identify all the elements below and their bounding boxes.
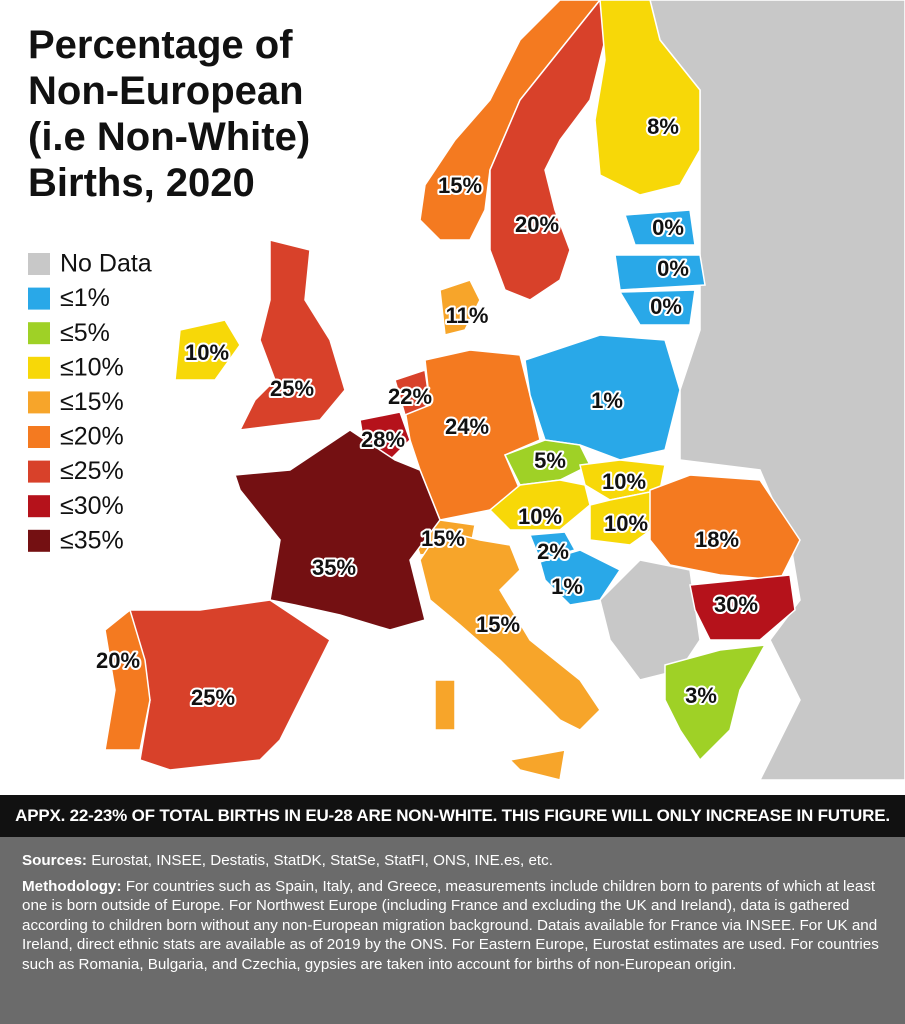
methodology: Methodology: For countries such as Spain… xyxy=(22,877,883,975)
map-label: 18% xyxy=(695,527,739,552)
map-label: 20% xyxy=(96,648,140,673)
title-line: Non-European xyxy=(28,69,304,113)
map-label: 10% xyxy=(185,340,229,365)
legend-label: ≤10% xyxy=(60,353,124,381)
country xyxy=(238,239,346,431)
legend-swatch xyxy=(28,529,50,552)
map-label: 25% xyxy=(191,685,235,710)
title: Percentage of Non-European (i.e Non-Whit… xyxy=(28,23,310,205)
map-label: 30% xyxy=(714,592,758,617)
country xyxy=(618,289,696,326)
legend-label: ≤25% xyxy=(60,457,124,485)
legend-swatch xyxy=(28,426,50,448)
map: Percentage of Non-European (i.e Non-Whit… xyxy=(28,0,905,781)
legend-swatch xyxy=(28,391,50,414)
country xyxy=(539,549,622,606)
title-line: Percentage of xyxy=(28,23,293,67)
country xyxy=(174,319,241,381)
countries xyxy=(104,0,801,781)
map-label: 28% xyxy=(361,427,405,452)
map-label: 2% xyxy=(537,539,569,564)
country xyxy=(689,574,796,641)
country xyxy=(508,749,566,781)
legend-label: ≤5% xyxy=(60,319,110,347)
map-label: 8% xyxy=(647,114,679,139)
map-label: 10% xyxy=(602,469,646,494)
map-label: 15% xyxy=(438,173,482,198)
legend-label: ≤15% xyxy=(60,388,124,416)
map-label: 22% xyxy=(388,384,432,409)
country xyxy=(623,209,696,246)
map-label: 0% xyxy=(650,294,682,319)
legend-label: No Data xyxy=(60,250,152,278)
legend-swatch xyxy=(28,253,50,275)
methodology-label: Methodology: xyxy=(22,877,122,895)
legend-label: ≤20% xyxy=(60,423,124,451)
sources-label: Sources: xyxy=(22,852,87,869)
map-label: 1% xyxy=(591,388,623,413)
map-label: 10% xyxy=(518,504,562,529)
methodology-text: For countries such as Spain, Italy, and … xyxy=(22,877,879,973)
sources-text: Eurostat, INSEE, Destatis, StatDK, StatS… xyxy=(91,852,553,869)
country xyxy=(394,369,431,417)
map-label: 35% xyxy=(312,555,356,580)
map-labels: 8% 15% 20% 0% 0% 0% 11% 10% 25% 22% 28% … xyxy=(94,112,760,712)
country xyxy=(104,608,151,751)
legend-swatch xyxy=(28,356,50,379)
map-label: 0% xyxy=(652,215,684,240)
title-line: (i.e Non-White) xyxy=(28,115,310,159)
sources: Sources: Eurostat, INSEE, Destatis, Stat… xyxy=(22,851,883,871)
country xyxy=(664,644,767,762)
map-label: 3% xyxy=(685,683,717,708)
map-label: 10% xyxy=(604,511,648,536)
country xyxy=(419,529,601,731)
map-label: 1% xyxy=(551,574,583,599)
banner: APPX. 22-23% OF TOTAL BIRTHS IN EU-28 AR… xyxy=(0,795,905,837)
map-label: 15% xyxy=(476,612,520,637)
legend-swatch xyxy=(28,322,50,345)
map-label: 15% xyxy=(421,526,465,551)
map-label: 25% xyxy=(270,376,314,401)
country xyxy=(489,0,606,301)
country xyxy=(434,679,456,731)
country xyxy=(439,279,481,336)
country xyxy=(528,531,577,561)
legend-label: ≤35% xyxy=(60,526,124,554)
country xyxy=(488,479,591,531)
map-label: 11% xyxy=(446,303,489,328)
legend-swatch xyxy=(28,460,50,483)
legend-label: ≤30% xyxy=(60,492,124,520)
country xyxy=(524,334,681,461)
title-line: Births, 2020 xyxy=(28,161,255,205)
country xyxy=(594,0,701,196)
country xyxy=(233,429,441,631)
land xyxy=(599,559,701,681)
map-label: 0% xyxy=(657,256,689,281)
legend: No Data ≤1% ≤5% ≤10% ≤15% ≤20% ≤25% ≤30% ≤35% xyxy=(28,250,152,554)
map-label: 24% xyxy=(445,414,489,439)
footer: Sources: Eurostat, INSEE, Destatis, Stat… xyxy=(0,837,905,1024)
map-label: 5% xyxy=(534,448,566,473)
legend-swatch xyxy=(28,495,50,518)
legend-swatch xyxy=(28,287,50,310)
legend-label: ≤1% xyxy=(60,284,110,312)
map-label: 20% xyxy=(515,212,559,237)
country xyxy=(614,254,706,291)
